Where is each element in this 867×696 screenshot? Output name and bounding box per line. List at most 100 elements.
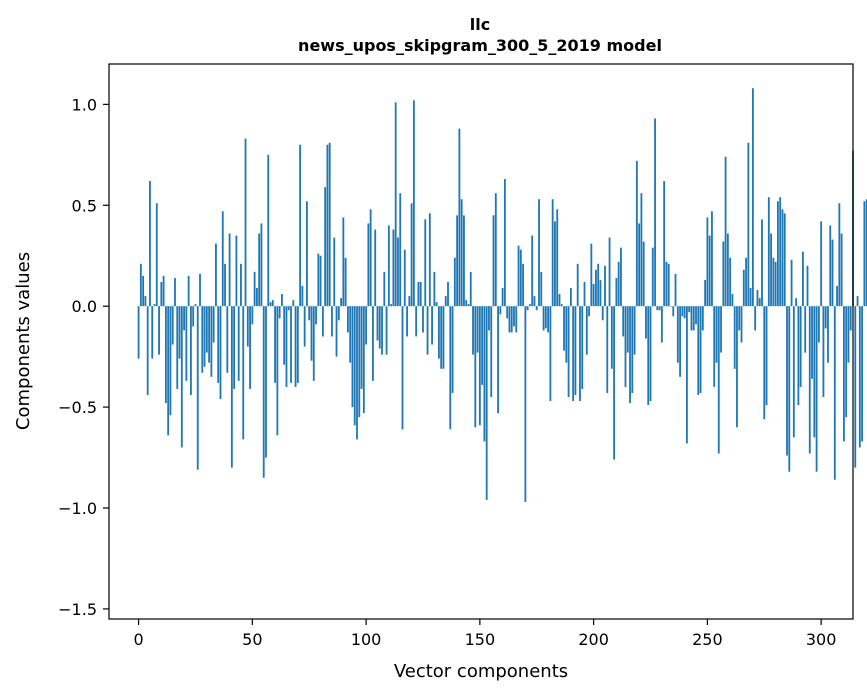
y-tick-label: 1.0: [72, 95, 97, 114]
bar-component-248: [701, 306, 704, 331]
bar-component-192: [574, 306, 577, 395]
bar-component-85: [331, 306, 333, 337]
x-tick-label: 150: [465, 630, 496, 649]
bar-component-213: [622, 306, 625, 337]
bar-component-167: [517, 245, 520, 307]
bar-component-230: [660, 306, 663, 343]
bar-component-238: [679, 306, 681, 377]
bar-component-33: [212, 306, 215, 343]
bar-component-283: [781, 209, 784, 307]
bar-component-86: [333, 237, 336, 307]
bar-component-152: [483, 306, 486, 442]
bar-component-221: [640, 193, 643, 307]
x-tick-label: 50: [242, 630, 262, 649]
bar-component-307: [836, 286, 838, 307]
bar-component-58: [269, 302, 272, 307]
bar-component-78: [315, 306, 317, 325]
bar-component-265: [740, 306, 743, 343]
bar-component-259: [726, 233, 729, 307]
bar-component-31: [208, 306, 211, 363]
bar-component-206: [606, 306, 609, 393]
bar-component-214: [624, 306, 627, 387]
bar-component-261: [731, 294, 734, 307]
y-tick-label: −0.5: [58, 398, 97, 417]
bar-component-165: [513, 306, 515, 327]
bar-component-292: [802, 251, 804, 307]
bar-component-251: [708, 235, 711, 307]
bar-component-17: [176, 306, 179, 389]
bar-component-228: [656, 306, 659, 311]
bar-component-146: [469, 271, 472, 307]
bar-component-93: [349, 306, 352, 363]
bar-component-285: [786, 306, 788, 456]
bar-component-260: [729, 257, 732, 307]
bar-component-242: [688, 306, 691, 313]
bar-component-263: [736, 306, 738, 428]
bar-component-24: [192, 306, 195, 327]
bar-component-88: [337, 306, 340, 321]
bar-component-320: [865, 199, 867, 307]
bar-component-80: [319, 255, 322, 307]
bar-component-178: [542, 306, 545, 331]
plot-area-frame: [108, 63, 854, 620]
bar-component-302: [824, 306, 827, 329]
bar-component-30: [205, 306, 208, 353]
bar-component-74: [306, 201, 308, 307]
x-tick-label: 0: [133, 630, 143, 649]
bar-component-82: [324, 187, 327, 307]
bar-component-164: [510, 306, 513, 333]
bar-component-13: [167, 306, 170, 436]
bar-component-151: [481, 306, 484, 385]
bar-component-272: [756, 290, 759, 307]
bar-component-61: [276, 306, 279, 436]
bar-component-127: [426, 306, 429, 355]
bar-component-5: [149, 181, 151, 307]
bar-component-87: [335, 306, 338, 357]
bar-component-204: [601, 306, 604, 321]
bar-component-308: [838, 203, 841, 307]
bar-component-223: [645, 306, 647, 339]
bar-component-208: [610, 306, 613, 369]
bar-component-10: [160, 281, 163, 307]
bar-component-44: [237, 306, 240, 381]
bar-component-241: [686, 306, 688, 444]
bar-component-262: [733, 306, 736, 369]
bar-component-257: [722, 241, 725, 307]
bar-component-89: [340, 298, 342, 307]
bar-component-232: [665, 261, 668, 307]
bar-component-312: [847, 306, 850, 363]
bar-component-79: [317, 253, 320, 307]
bar-component-49: [249, 306, 251, 389]
bar-component-294: [806, 265, 809, 307]
bar-component-215: [626, 306, 629, 353]
bar-component-222: [642, 241, 645, 307]
bar-component-254: [715, 306, 718, 363]
bar-component-287: [790, 259, 793, 307]
bar-component-170: [524, 306, 527, 502]
bar-component-142: [460, 199, 463, 307]
bar-component-181: [549, 306, 552, 402]
bar-component-303: [827, 306, 829, 363]
bar-component-116: [401, 306, 404, 430]
bar-component-282: [779, 197, 782, 307]
y-tick-label: −1.0: [58, 499, 97, 518]
bar-component-99: [362, 306, 365, 414]
bar-component-118: [406, 306, 408, 337]
bar-component-269: [749, 288, 752, 307]
bar-component-277: [767, 197, 770, 307]
bar-component-157: [494, 193, 497, 307]
bar-component-48: [246, 306, 249, 347]
bar-component-52: [255, 288, 258, 307]
bar-component-70: [296, 306, 299, 383]
bar-component-187: [563, 306, 565, 351]
bar-component-310: [842, 306, 845, 442]
bar-component-46: [242, 306, 245, 440]
bar-component-315: [854, 306, 857, 468]
bar-component-123: [417, 281, 420, 307]
bar-component-120: [410, 203, 413, 307]
bar-component-243: [690, 306, 693, 331]
bar-component-158: [497, 306, 499, 414]
bar-component-138: [451, 306, 454, 393]
bar-component-196: [583, 281, 586, 307]
bar-component-95: [353, 306, 356, 426]
